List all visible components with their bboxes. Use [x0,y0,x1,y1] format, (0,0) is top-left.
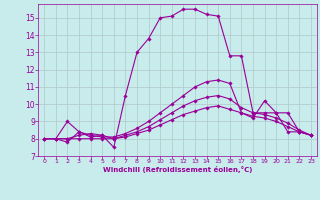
X-axis label: Windchill (Refroidissement éolien,°C): Windchill (Refroidissement éolien,°C) [103,166,252,173]
